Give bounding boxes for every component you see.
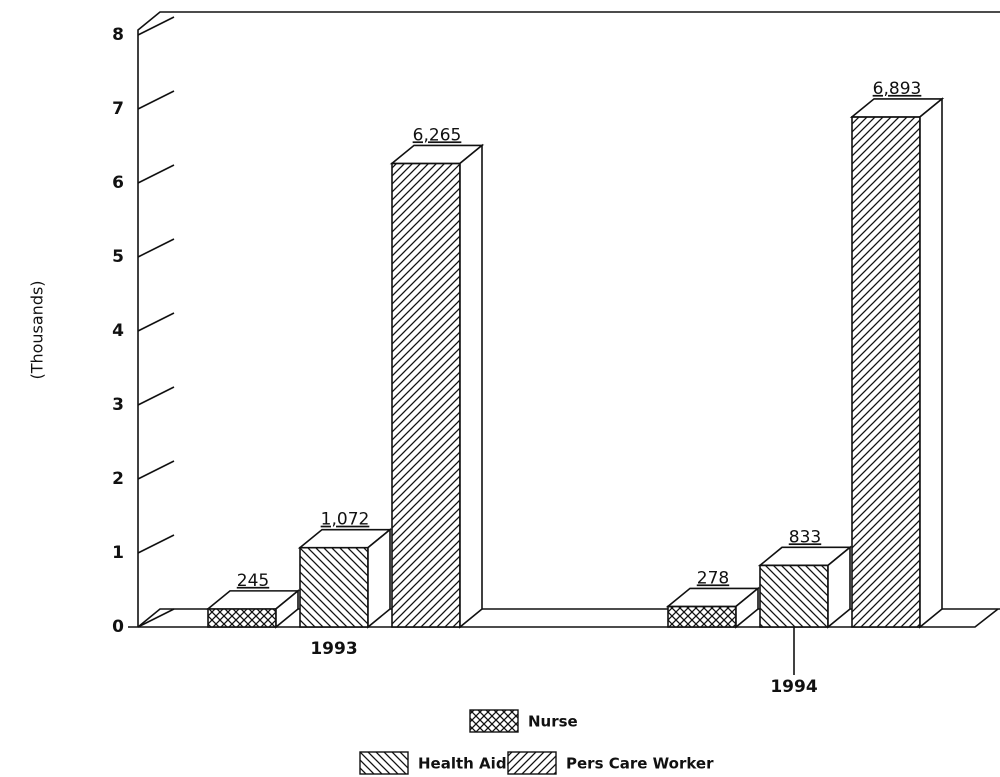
y-tick-label: 6: [112, 173, 124, 193]
bar-front: [391, 162, 461, 628]
bar-side: [919, 97, 943, 629]
bar-front: [759, 564, 829, 628]
y-tick-label: 2: [112, 469, 124, 489]
legend-label: Health Aide: [418, 755, 517, 773]
x-tick-label: 1994: [770, 677, 817, 697]
y-tick-label: 1: [112, 543, 124, 563]
back-wall: [137, 11, 1000, 627]
tick-mark: [137, 312, 175, 332]
value-label: 278: [697, 568, 729, 588]
tick-mark: [137, 164, 175, 184]
tick-mark: [137, 90, 175, 110]
bar-front: [667, 605, 737, 628]
legend-label: Pers Care Worker: [566, 755, 714, 773]
bar-side: [735, 586, 759, 629]
y-tick-label: 3: [112, 395, 124, 415]
bar-front: [299, 546, 369, 628]
tick-mark: [137, 460, 175, 480]
legend-swatch: [469, 709, 519, 733]
y-tick-label: 4: [112, 321, 124, 341]
value-label: 6,893: [873, 79, 922, 99]
bar-front: [851, 116, 921, 628]
value-label: 6,265: [413, 125, 462, 145]
x-tick-label: 1993: [310, 639, 357, 659]
y-tick-label: 0: [112, 617, 124, 637]
tick-mark: [137, 534, 175, 554]
tick-mark: [137, 608, 175, 628]
y-tick-label: 5: [112, 247, 124, 267]
tick-mark: [137, 16, 175, 36]
tick-mark: [137, 386, 175, 406]
legend-label: Nurse: [528, 713, 578, 731]
value-label: 1,072: [321, 510, 370, 530]
legend-swatch: [359, 751, 409, 775]
bar-side: [827, 545, 851, 629]
tick-mark: [137, 238, 175, 258]
bar-side: [459, 143, 483, 629]
y-tick-label: 7: [112, 99, 124, 119]
legend-swatch: [507, 751, 557, 775]
bar-side: [275, 589, 299, 629]
y-axis-label: (Thousands): [28, 280, 47, 379]
bar-side: [367, 527, 391, 629]
value-label: 833: [789, 527, 821, 547]
bar-front: [207, 608, 277, 628]
y-tick-label: 8: [112, 25, 124, 45]
value-label: 245: [237, 571, 269, 591]
